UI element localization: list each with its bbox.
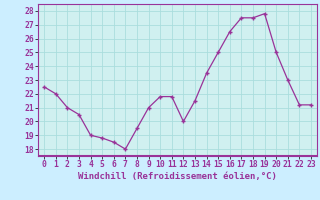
X-axis label: Windchill (Refroidissement éolien,°C): Windchill (Refroidissement éolien,°C) — [78, 172, 277, 181]
